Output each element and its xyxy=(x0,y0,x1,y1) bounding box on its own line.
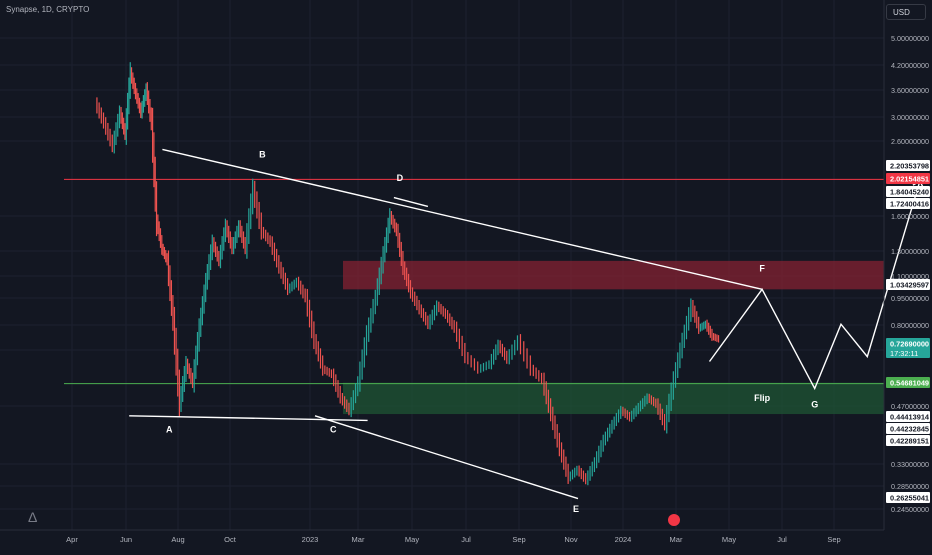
price-tick: 5.00000000 xyxy=(891,34,929,43)
price-label-5-bg xyxy=(886,338,930,358)
price-label-3-bg xyxy=(886,198,930,209)
time-tick: Aug xyxy=(171,535,184,544)
wave-label-f: F xyxy=(759,264,765,274)
symbol-title: Synapse, 1D, CRYPTO xyxy=(6,5,90,14)
price-label-9-bg xyxy=(886,435,930,446)
trendline-upper[interactable] xyxy=(162,148,763,291)
time-tick: Mar xyxy=(670,535,683,544)
time-tick: Nov xyxy=(564,535,578,544)
wave-label-g: G xyxy=(811,399,818,409)
price-label-8: 0.44232845 xyxy=(890,425,929,434)
time-tick: Sep xyxy=(827,535,840,544)
price-tick: 3.60000000 xyxy=(891,86,929,95)
price-label-8-bg xyxy=(886,423,930,434)
price-tick: 1.10000000 xyxy=(891,272,929,281)
price-label-2-bg xyxy=(886,186,930,197)
trendline-lower[interactable] xyxy=(129,415,368,422)
price-label-4: 1.03429597 xyxy=(890,281,929,290)
horizontal-lines xyxy=(64,178,884,385)
support-zone xyxy=(343,382,884,415)
flip-label: Flip xyxy=(754,393,770,403)
time-tick: 2024 xyxy=(615,535,632,544)
time-axis[interactable]: Apr Jun Aug Oct 2023 Mar May Jul Sep Nov 2024 Mar Ma… xyxy=(0,529,884,544)
price-axis[interactable]: 5.00000000 4.20000000 3.60000000 3.00000000… xyxy=(883,0,930,530)
time-tick: May xyxy=(405,535,419,544)
price-series xyxy=(96,62,720,486)
price-tick: 0.24500000 xyxy=(891,505,929,514)
price-label-3: 1.72400416 xyxy=(890,200,929,209)
time-tick: May xyxy=(722,535,736,544)
price-tick: 0.47000000 xyxy=(891,402,929,411)
time-tick: 2023 xyxy=(302,535,319,544)
price-tick: 2.60000000 xyxy=(891,137,929,146)
price-label-countdown: 17:32:11 xyxy=(890,349,918,358)
wave-label-d: D xyxy=(397,173,404,183)
price-label-10: 0.26255041 xyxy=(890,494,929,503)
wave-label-b: B xyxy=(259,149,266,159)
time-tick: Apr xyxy=(66,535,78,544)
time-tick: Jun xyxy=(120,535,132,544)
price-label-6: 0.54681049 xyxy=(890,379,929,388)
time-tick: Jul xyxy=(461,535,471,544)
event-marker[interactable] xyxy=(668,514,680,526)
d-marker[interactable] xyxy=(393,196,429,208)
price-tick: 3.00000000 xyxy=(891,113,929,122)
zones xyxy=(343,260,884,415)
wave-label-c: C xyxy=(330,424,337,434)
resistance-zone xyxy=(343,260,884,290)
price-label-0-bg xyxy=(886,160,930,171)
price-label-10-bg xyxy=(886,492,930,503)
projected-path[interactable] xyxy=(708,180,921,391)
trendline-bottom[interactable] xyxy=(314,415,579,500)
price-tick: 4.20000000 xyxy=(891,61,929,70)
time-tick: Oct xyxy=(224,535,237,544)
price-label-6-bg xyxy=(886,377,930,388)
price-tick: 0.95000000 xyxy=(891,294,929,303)
price-label-7: 0.44413914 xyxy=(890,413,930,422)
logo-mark: Δ xyxy=(28,509,37,525)
time-tick: Sep xyxy=(512,535,525,544)
time-tick: Jul xyxy=(777,535,787,544)
price-tick: 1.30000000 xyxy=(891,247,929,256)
wave-label-e: E xyxy=(573,504,579,514)
price-label-7-bg xyxy=(886,411,930,422)
time-tick: Mar xyxy=(352,535,365,544)
currency-button[interactable]: USD xyxy=(886,4,926,20)
wave-labels: A B C D E F G Flip Δ xyxy=(28,149,818,526)
price-label-2: 1.84045240 xyxy=(890,188,929,197)
price-tick: 1.60000000 xyxy=(891,212,929,221)
price-label-9: 0.42289151 xyxy=(890,437,929,446)
price-tick: 0.33000000 xyxy=(891,460,929,469)
drawings[interactable] xyxy=(129,148,925,500)
price-label-1: 2.02154851 xyxy=(890,175,929,184)
price-label-4-bg xyxy=(886,279,930,290)
price-label-1-bg xyxy=(886,173,930,184)
price-label-5: 0.72690000 xyxy=(890,340,929,349)
wave-label-a: A xyxy=(166,424,173,434)
price-label-0: 2.20353798 xyxy=(890,162,929,171)
price-tick: 0.28500000 xyxy=(891,482,929,491)
price-tick: 0.80000000 xyxy=(891,321,929,330)
